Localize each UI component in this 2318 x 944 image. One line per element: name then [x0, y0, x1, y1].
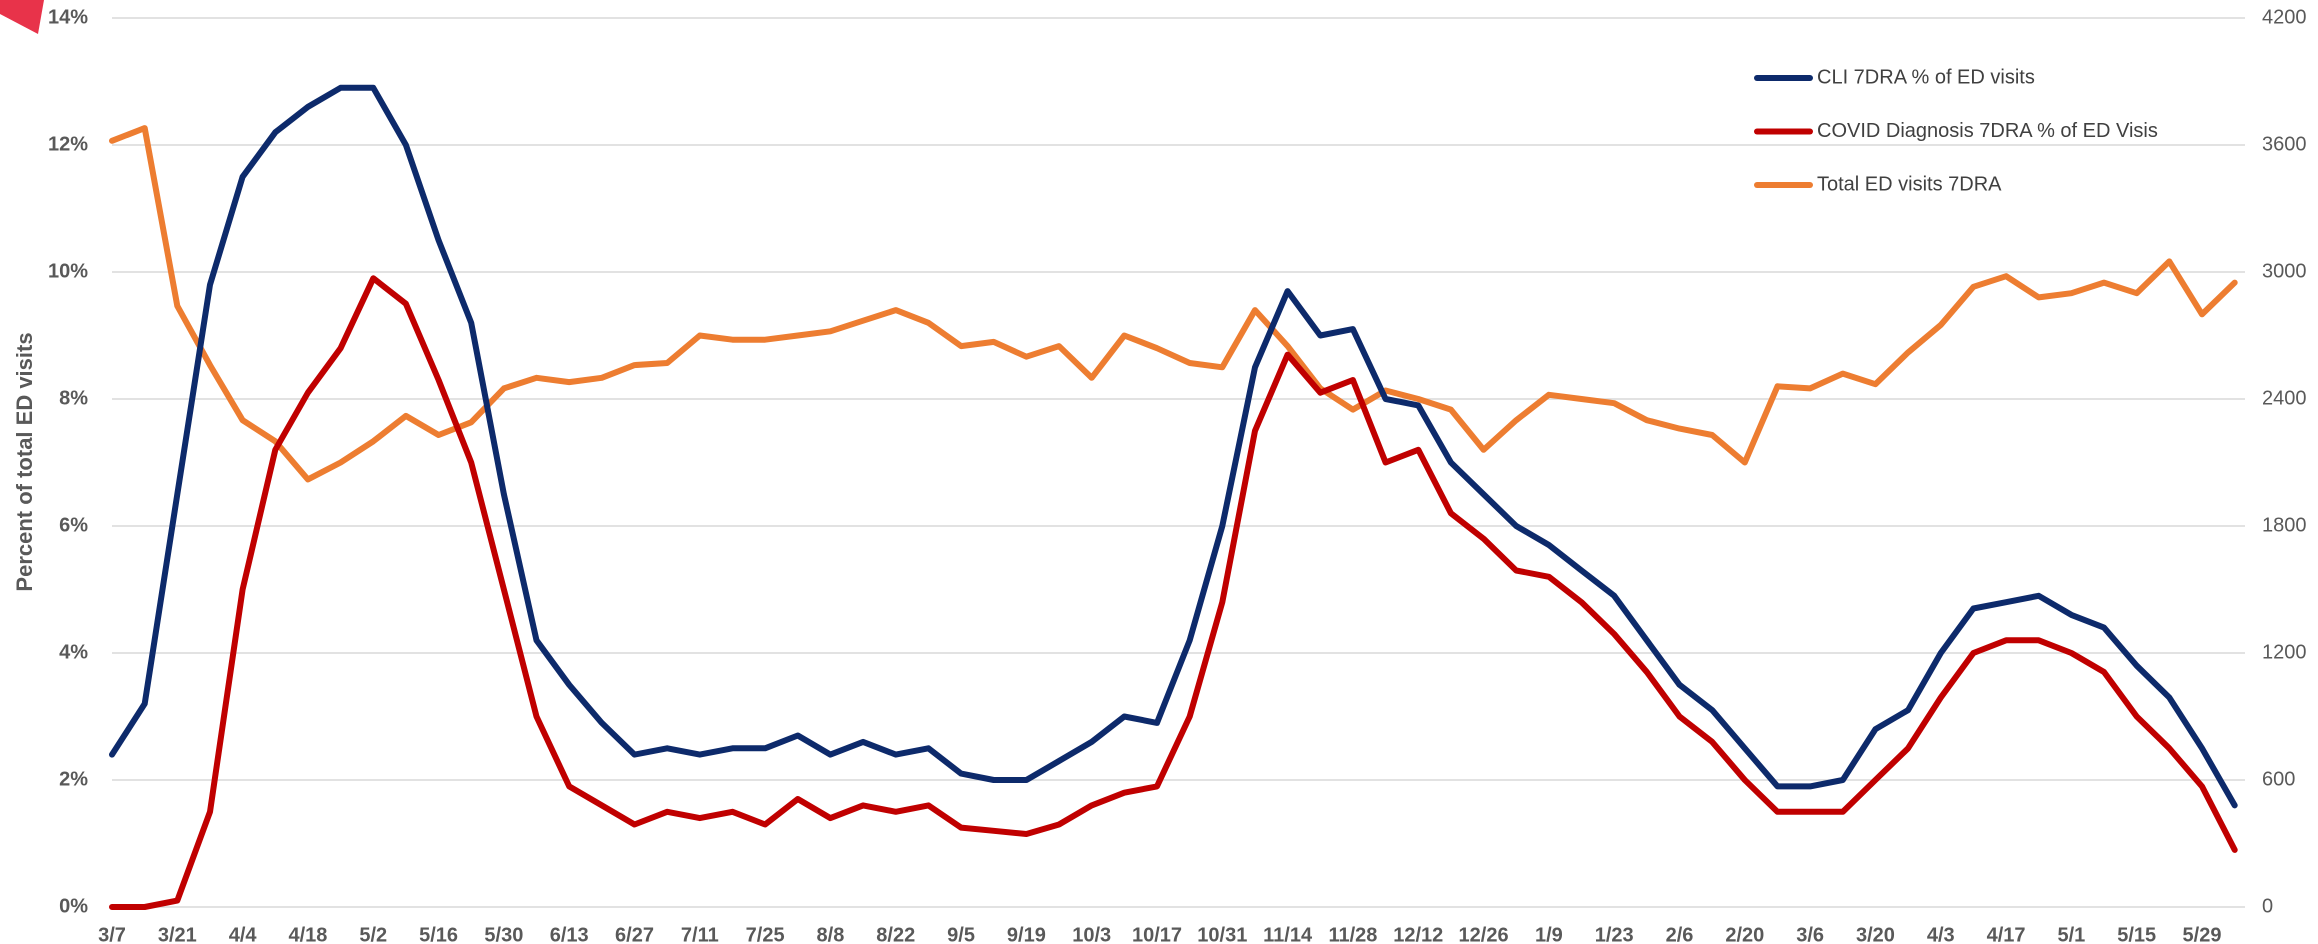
x-tick-label: 3/7 [98, 924, 126, 944]
y2-tick-label: 600 [2262, 768, 2295, 790]
x-tick-label: 9/5 [947, 924, 975, 944]
line [109, 125, 2238, 483]
legend-label: CLI 7DRA % of ED visits [1817, 66, 2035, 88]
y-tick-label: 2% [59, 768, 88, 790]
x-tick-label: 7/11 [681, 924, 719, 944]
x-tick-label: 5/30 [484, 924, 523, 944]
x-tick-label: 11/14 [1263, 924, 1313, 944]
legend-label: Total ED visits 7DRA [1817, 173, 2002, 195]
x-tick-label: 1/23 [1595, 924, 1634, 944]
x-tick-label: 4/17 [1987, 924, 2026, 944]
x-tick-label: 4/4 [229, 924, 258, 944]
x-tick-label: 5/16 [419, 924, 458, 944]
x-tick-label: 3/20 [1856, 924, 1895, 944]
x-tick-label: 6/13 [550, 924, 589, 944]
x-tick-label: 5/15 [2117, 924, 2156, 944]
y-tick-label: 8% [59, 387, 88, 409]
y2-tick-label: 3000 [2262, 260, 2307, 282]
y2-tick-label: 3600 [2262, 133, 2307, 155]
legend-label: COVID Diagnosis 7DRA % of ED Visis [1817, 120, 2158, 142]
x-tick-label: 4/3 [1927, 924, 1955, 944]
y2-tick-label: 2400 [2262, 387, 2307, 409]
y2-tick-label: 1800 [2262, 514, 2307, 536]
line [109, 275, 2238, 910]
x-tick-label: 12/26 [1459, 924, 1509, 944]
x-tick-label: 10/3 [1072, 924, 1111, 944]
y2-tick-label: 4200 [2262, 6, 2307, 28]
x-tick-label: 6/27 [615, 924, 654, 944]
x-tick-label: 8/8 [817, 924, 845, 944]
corner-decoration [0, 0, 44, 34]
x-tick-label: 8/22 [876, 924, 915, 944]
line [109, 84, 2238, 809]
x-tick-label: 12/12 [1393, 924, 1443, 944]
y-tick-label: 14% [48, 6, 88, 28]
x-tick-label: 5/29 [2183, 924, 2222, 944]
y-tick-label: 4% [59, 641, 88, 663]
x-tick-label: 5/1 [2057, 924, 2085, 944]
x-tick-label: 5/2 [359, 924, 387, 944]
x-tick-label: 10/31 [1197, 924, 1247, 944]
x-tick-label: 3/6 [1796, 924, 1824, 944]
x-tick-label: 3/21 [158, 924, 197, 944]
x-tick-label: 4/18 [288, 924, 327, 944]
y2-tick-label: 1200 [2262, 641, 2307, 663]
x-tick-label: 2/20 [1725, 924, 1764, 944]
y-tick-label: 12% [48, 133, 88, 155]
x-tick-label: 10/17 [1132, 924, 1182, 944]
x-tick-label: 1/9 [1535, 924, 1563, 944]
y2-tick-label: 0 [2262, 895, 2273, 917]
y-tick-label: 10% [48, 260, 88, 282]
x-tick-label: 9/19 [1007, 924, 1046, 944]
x-tick-label: 11/28 [1328, 924, 1377, 944]
x-tick-label: 2/6 [1666, 924, 1694, 944]
y-axis-title: Percent of total ED visits [12, 332, 37, 591]
y-tick-label: 6% [59, 514, 88, 536]
x-tick-label: 7/25 [746, 924, 785, 944]
y-tick-label: 0% [59, 895, 88, 917]
